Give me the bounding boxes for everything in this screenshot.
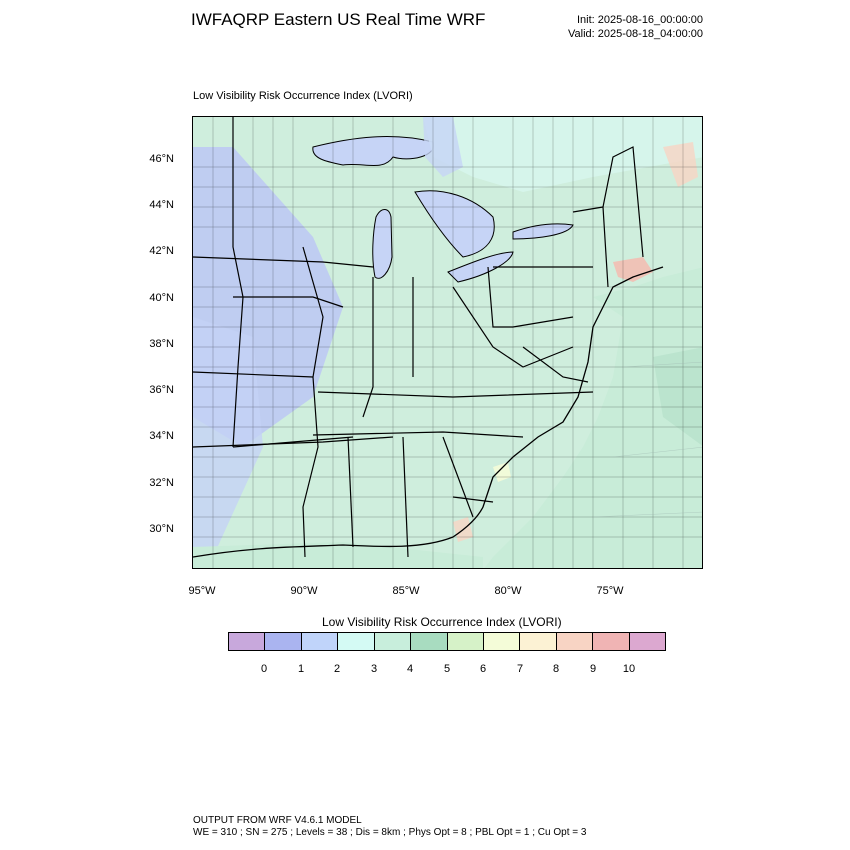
page-title: IWFAQRP Eastern US Real Time WRF [191,10,486,29]
lat-label: 38°N [149,338,174,350]
high-risk-region [663,142,698,187]
coastline [193,266,664,558]
lake-superior [312,136,434,166]
model-config: WE = 310 ; SN = 275 ; Levels = 38 ; Dis … [193,827,587,838]
colorbar-label: 6 [479,663,487,675]
colorbar-label: 1 [297,663,305,675]
lvori-map [192,116,703,569]
colorbar-label: 7 [516,663,524,675]
init-time: Init: 2025-08-16_00:00:00 [577,14,703,26]
lake-michigan [372,209,393,279]
lat-label: 32°N [149,477,174,489]
map-canvas [193,117,702,568]
run-times: Init: 2025-08-16_00:00:00 Valid: 2025-08… [560,13,703,41]
valid-time: Valid: 2025-08-18_04:00:00 [568,28,703,40]
lat-label: 30°N [149,523,174,535]
colorbar-swatch [520,633,557,650]
canada-region [423,117,702,192]
model-version: OUTPUT FROM WRF V4.6.1 MODEL [193,815,362,826]
colorbar-label: 2 [333,663,341,675]
colorbar-swatch [483,633,521,650]
lat-label: 36°N [149,384,174,396]
colorbar-swatch [338,633,375,650]
county-boundaries [193,117,702,568]
colorbar-swatch [629,633,666,650]
map-title: Low Visibility Risk Occurrence Index (LV… [193,90,413,102]
lat-label: 42°N [149,245,174,257]
colorbar-label: 8 [552,663,560,675]
lon-label: 80°W [494,585,522,597]
colorbar-swatch [229,633,266,650]
colorbar-label: 4 [406,663,414,675]
colorbar-title: Low Visibility Risk Occurrence Index (LV… [322,615,562,629]
colorbar-label: 0 [260,663,268,675]
colorbar-swatch [556,633,594,650]
colorbar-swatch [374,633,412,650]
colorbar-swatch [265,633,302,650]
colorbar-label: 5 [443,663,451,675]
lat-label: 34°N [149,430,174,442]
colorbar-label: 3 [370,663,378,675]
lat-label: 40°N [149,292,174,304]
lat-label: 44°N [149,199,174,211]
colorbar [228,632,666,651]
graticule [592,361,702,518]
lake-huron [414,190,495,258]
lon-label: 95°W [188,585,216,597]
lon-label: 75°W [596,585,624,597]
colorbar-swatch [301,633,339,650]
lon-label: 90°W [290,585,318,597]
ocean-shading [653,347,702,446]
atlantic-ocean [484,267,702,568]
lon-label: 85°W [392,585,420,597]
colorbar-label: 9 [589,663,597,675]
colorbar-swatch [447,633,484,650]
lat-label: 46°N [149,153,174,165]
colorbar-label: 10 [622,663,636,675]
colorbar-swatch [593,633,630,650]
model-info: OUTPUT FROM WRF V4.6.1 MODEL WE = 310 ; … [193,815,586,839]
colorbar-swatch [411,633,448,650]
